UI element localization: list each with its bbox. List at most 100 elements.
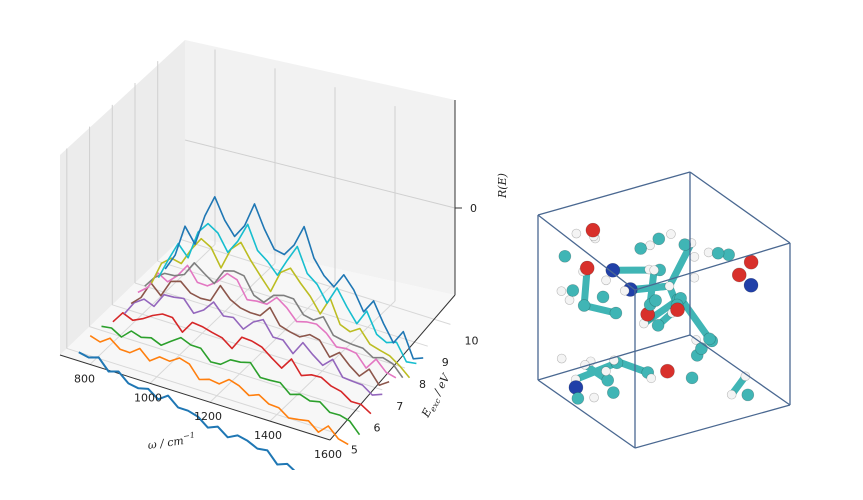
atom [601, 366, 611, 376]
x-tick-label: 1400 [254, 429, 282, 442]
atom [646, 373, 657, 384]
series-line [150, 237, 411, 379]
floor-grid-line [149, 262, 276, 384]
box-edge [537, 379, 636, 449]
x-axis-unit: cm [166, 434, 184, 449]
atom [601, 374, 615, 387]
atom [634, 242, 647, 255]
series-line [157, 222, 417, 365]
atom [722, 248, 735, 262]
atom [743, 254, 759, 270]
atom [571, 228, 582, 239]
y-tick-label: 9 [442, 356, 449, 369]
box-edge [537, 334, 691, 381]
series-line [144, 262, 404, 379]
atom [607, 386, 620, 399]
atom [689, 272, 700, 283]
atom [619, 285, 630, 296]
x-tick-label: 1200 [194, 410, 222, 423]
y-tick-label: 7 [396, 400, 403, 413]
wall-grid [66, 49, 456, 349]
floor-grid-line [269, 300, 396, 422]
atom [558, 249, 572, 263]
y-tick-label: 10 [464, 334, 478, 347]
atom [568, 380, 584, 395]
atom [649, 294, 662, 307]
z-tick: 0 [455, 202, 477, 215]
y-tick-label: 6 [374, 422, 381, 435]
box-edge [634, 242, 791, 291]
series-line [164, 196, 424, 360]
series-line [78, 351, 296, 470]
atom [689, 252, 700, 262]
atom [741, 388, 755, 402]
atom [556, 286, 567, 296]
atom [652, 232, 666, 246]
simulation-box [537, 171, 791, 449]
box-edge [537, 214, 636, 291]
atom [609, 306, 623, 320]
series-layer [78, 196, 424, 470]
side-wall [60, 40, 185, 355]
floor-grid-line [66, 347, 337, 434]
x-axis-label: ω / cm−1 [147, 430, 197, 452]
floor-plane [60, 235, 455, 440]
z-axis-label: R(E) [496, 173, 509, 199]
x-tick-label: 800 [74, 372, 95, 385]
x-ticks: 800 1000 1200 1400 1600 [74, 372, 342, 461]
carbon-bond [677, 294, 713, 343]
floor-grid-line [134, 282, 406, 369]
series-line [101, 325, 361, 436]
y-tick-label: 5 [351, 443, 358, 456]
series-line [123, 293, 383, 396]
atom [660, 363, 675, 379]
atom [743, 277, 759, 293]
z-tick-label: 0 [470, 202, 477, 215]
floor-grid-line [89, 326, 360, 413]
atom [649, 265, 659, 275]
atom [579, 260, 595, 276]
atom [664, 281, 675, 291]
atom [601, 275, 611, 286]
atom [711, 246, 725, 260]
series-line [130, 280, 390, 386]
y-ticks: 5 6 7 8 9 10 [351, 334, 479, 456]
molecule-panel [537, 171, 791, 449]
x-tick-label: 1600 [314, 448, 342, 461]
floor-grid-line [112, 304, 383, 391]
atom [589, 392, 599, 403]
atom [666, 229, 676, 239]
series-line [89, 335, 349, 446]
atom [731, 267, 747, 283]
atom [556, 353, 567, 364]
atom [726, 389, 737, 400]
x-axis-symbol: ω [147, 438, 158, 452]
atom [695, 342, 708, 355]
y-axis-unit: eV [434, 371, 453, 391]
back-wall [185, 40, 455, 295]
axis-edges [59, 100, 456, 441]
atom [577, 299, 591, 312]
atom [571, 392, 585, 405]
atom [605, 262, 621, 278]
series-line [112, 312, 372, 415]
series-line [137, 264, 397, 379]
atom [678, 238, 692, 251]
atom [596, 290, 610, 304]
x-tick-label: 1000 [134, 391, 162, 404]
atom [703, 332, 716, 346]
atom [564, 295, 575, 305]
box-edge [537, 171, 691, 216]
y-tick-label: 8 [419, 378, 426, 391]
atom [703, 247, 714, 258]
atom [651, 319, 665, 332]
box-edge [634, 404, 791, 449]
box-edge [689, 334, 791, 406]
atom [685, 371, 699, 385]
atom [585, 222, 601, 238]
floor-grid-line [157, 260, 428, 347]
box-edge [689, 171, 791, 244]
wall-grid-line [184, 139, 456, 209]
